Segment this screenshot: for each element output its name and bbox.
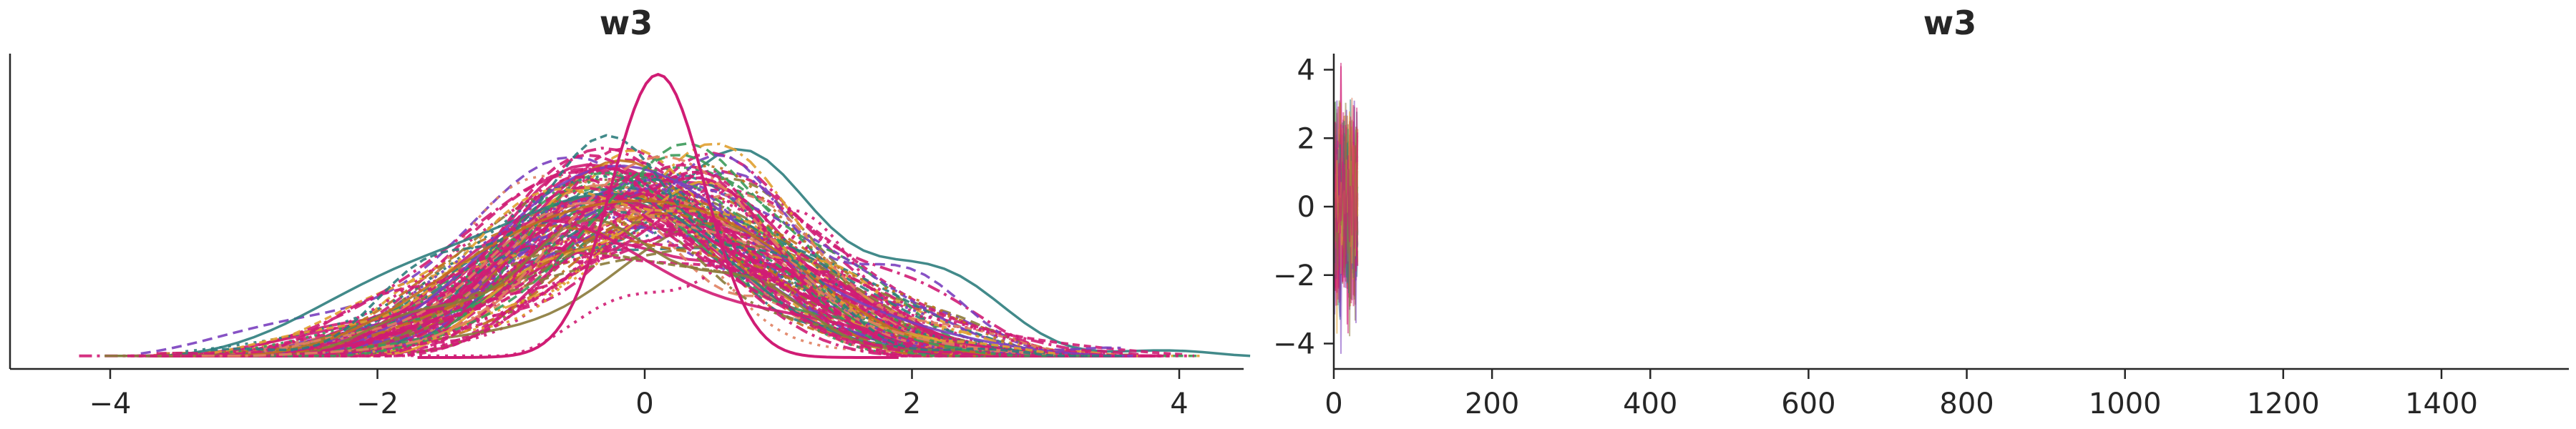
trace-y-tick-label: 0 [1297, 191, 1315, 224]
kde-curve [251, 154, 1091, 358]
kde-curve-highlight [417, 72, 899, 359]
trace-y-tick-label: 4 [1297, 54, 1315, 87]
kde-curve [163, 210, 1030, 358]
trace-x-tick-label: 600 [1781, 388, 1835, 420]
kde-x-ticks: −4 −2 0 2 4 [89, 369, 1189, 420]
kde-curves [79, 72, 1251, 359]
kde-curve [230, 142, 1148, 358]
trace-line [1333, 104, 1359, 265]
kde-panel: w3 −4 −2 0 2 4 [9, 4, 1251, 420]
kde-x-tick-label: −4 [89, 388, 132, 420]
trace-y-ticks: 4 2 0 −2 −4 [1273, 54, 1334, 361]
kde-curve [167, 212, 982, 358]
kde-curve [79, 167, 1071, 358]
trace-x-ticks: 0 200 400 600 800 1000 1200 1400 [1324, 369, 2478, 420]
kde-curve [251, 164, 1005, 358]
trace-x-tick-label: 1400 [2405, 388, 2478, 420]
trace-x-tick-label: 1200 [2247, 388, 2320, 420]
trace-x-tick-label: 1000 [2089, 388, 2162, 420]
trace-x-tick-label: 0 [1324, 388, 1342, 420]
trace-x-tick-label: 800 [1939, 388, 1994, 420]
trace-lines [1333, 62, 1359, 354]
trace-x-tick-label: 200 [1465, 388, 1519, 420]
kde-x-tick-label: 4 [1170, 388, 1188, 420]
trace-x-tick-label: 400 [1623, 388, 1677, 420]
trace-y-tick-label: −4 [1273, 328, 1315, 361]
kde-x-tick-label: −2 [356, 388, 399, 420]
kde-x-tick-label: 2 [903, 388, 921, 420]
kde-curve [210, 134, 1124, 358]
trace-panel-title: w3 [1923, 4, 1977, 42]
kde-curve [140, 177, 1000, 358]
kde-curve [243, 193, 1084, 358]
kde-curve [185, 175, 1073, 357]
kde-curve [185, 195, 1025, 357]
trace-panel: w3 0 200 400 600 800 1000 1200 1400 4 2 0 −2 −4 [1273, 4, 2569, 420]
kde-curve [236, 199, 993, 358]
kde-curve [240, 152, 1157, 358]
kde-curve [275, 164, 1069, 358]
kde-curve [201, 155, 1028, 358]
trace-y-tick-label: −2 [1273, 260, 1315, 292]
kde-curve [156, 175, 1008, 356]
kde-x-tick-label: 0 [635, 388, 653, 420]
kde-curve [172, 173, 1163, 358]
trace-y-tick-label: 2 [1297, 122, 1315, 155]
kde-curve [213, 174, 970, 358]
kde-curve [272, 249, 1005, 358]
kde-panel-title: w3 [600, 4, 653, 42]
kde-curve [247, 178, 1153, 358]
